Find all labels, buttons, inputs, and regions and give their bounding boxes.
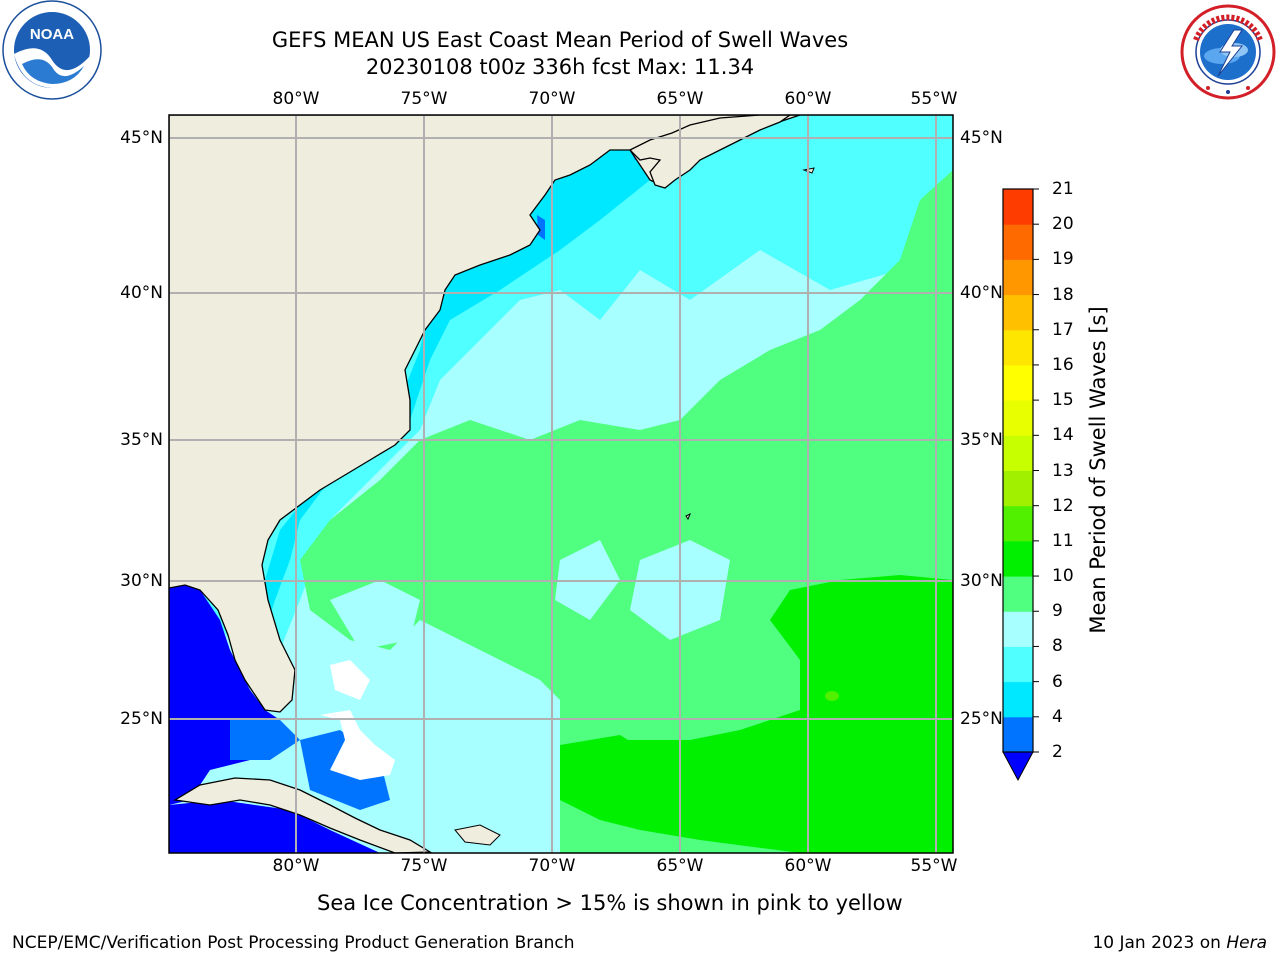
lat-label-left: 45°N <box>120 128 163 148</box>
colorbar-swatch <box>1003 716 1033 753</box>
colorbar-swatch <box>1003 505 1033 542</box>
lon-label-bottom: 55°W <box>910 856 958 876</box>
colorbar-swatch <box>1003 329 1033 366</box>
colorbar-tick-label: 8 <box>1052 636 1063 657</box>
colorbar-tick-label: 9 <box>1052 601 1063 622</box>
lat-label-right: 35°N <box>960 430 1003 450</box>
colorbar-tick-label: 16 <box>1052 354 1074 375</box>
colorbar-tick-label: 14 <box>1052 425 1074 446</box>
lat-label-left: 30°N <box>120 571 163 591</box>
map-border <box>168 114 954 854</box>
colorbar-tick-label: 20 <box>1052 214 1074 235</box>
colorbar-tick-label: 6 <box>1052 671 1063 692</box>
lon-label-bottom: 80°W <box>272 856 320 876</box>
swell-period-band-2-4 <box>230 720 300 760</box>
swell-period-band-6-8 <box>169 115 953 650</box>
chart-title: GEFS MEAN US East Coast Mean Period of S… <box>271 28 849 52</box>
land-bermuda <box>685 512 691 521</box>
colorbar-tick-label: 10 <box>1052 566 1074 587</box>
lat-label-right: 25°N <box>960 709 1003 729</box>
land-cuba <box>173 777 433 853</box>
colorbar-tick-label: 21 <box>1052 179 1074 199</box>
colorbar-swatch <box>1003 540 1033 577</box>
colorbar-tick-label: 4 <box>1052 706 1063 727</box>
chart-subtitle-forecast: 20230108 t00z 336h fcst Max: 11.34 <box>365 55 755 79</box>
colorbar-swatch <box>1003 224 1033 260</box>
colorbar-tick-label: 13 <box>1052 460 1074 481</box>
colorbar-tick-label: 11 <box>1052 530 1074 551</box>
footer-date: 10 Jan 2023 on Hera <box>1092 933 1267 953</box>
no-data-area <box>320 710 395 780</box>
colorbar-label: Mean Period of Swell Waves [s] <box>1086 306 1110 634</box>
lon-label-bottom: 60°W <box>784 856 832 876</box>
swell-period-below-2 <box>169 800 380 853</box>
lon-label-bottom: 65°W <box>656 856 704 876</box>
land-island <box>454 824 501 846</box>
colorbar-swatch <box>1003 681 1033 718</box>
colorbar-swatch <box>1003 189 1033 225</box>
swell-period-band-9-10 <box>300 170 953 853</box>
colorbar-swatch <box>1003 435 1033 471</box>
noaa-logo-text: NOAA <box>30 26 74 43</box>
colorbar-swatch <box>1003 576 1033 612</box>
colorbar-tick-label: 15 <box>1052 390 1074 411</box>
lon-label-top: 65°W <box>656 89 704 109</box>
colorbar-swatch <box>1003 259 1033 296</box>
colorbar-swatch <box>1003 400 1033 436</box>
colorbar-tick-label: 18 <box>1052 284 1074 305</box>
colorbar-under-arrow <box>1002 751 1034 782</box>
lat-label-left: 25°N <box>120 709 163 729</box>
colorbar-tick-label: 2 <box>1052 742 1063 762</box>
swell-period-band-10-11 <box>560 575 953 853</box>
lon-label-bottom: 70°W <box>528 856 576 876</box>
colorbar-swatch <box>1003 470 1033 507</box>
swell-period-max-spot <box>825 691 839 701</box>
colorbar-tick-label: 12 <box>1052 495 1074 516</box>
nws-logo <box>1180 4 1276 100</box>
lon-label-top: 75°W <box>400 89 448 109</box>
lon-label-top: 55°W <box>910 89 958 109</box>
land-nova-scotia <box>628 115 792 189</box>
lat-label-right: 40°N <box>960 283 1003 303</box>
lon-label-top: 80°W <box>272 89 320 109</box>
swell-period-band-10-11 <box>560 735 660 815</box>
colorbar-tick-label: 19 <box>1052 249 1074 270</box>
colorbar-swatch <box>1003 611 1033 647</box>
lat-label-right: 45°N <box>960 128 1003 148</box>
noaa-logo: NOAA <box>2 0 102 100</box>
sea-ice-note: Sea Ice Concentration > 15% is shown in … <box>317 891 903 915</box>
lat-label-left: 40°N <box>120 283 163 303</box>
colorbar-tick-label: 17 <box>1052 319 1074 340</box>
colorbar-swatch <box>1003 646 1033 683</box>
no-data-area <box>330 660 370 700</box>
lon-label-top: 70°W <box>528 89 576 109</box>
swell-period-patch <box>330 580 420 650</box>
lon-label-bottom: 75°W <box>400 856 448 876</box>
land-north-america <box>169 115 801 713</box>
colorbar-swatch <box>1003 294 1033 331</box>
footer-credit: NCEP/EMC/Verification Post Processing Pr… <box>12 933 575 953</box>
footer-date-text: 10 Jan 2023 on <box>1092 933 1221 953</box>
colorbar-swatch <box>1003 364 1033 401</box>
map-gridlines <box>169 115 953 853</box>
lat-label-left: 35°N <box>120 430 163 450</box>
swell-period-band-2-4 <box>537 215 545 240</box>
lat-label-right: 30°N <box>960 571 1003 591</box>
lon-label-top: 60°W <box>784 89 832 109</box>
footer-host: Hera <box>1226 933 1267 953</box>
